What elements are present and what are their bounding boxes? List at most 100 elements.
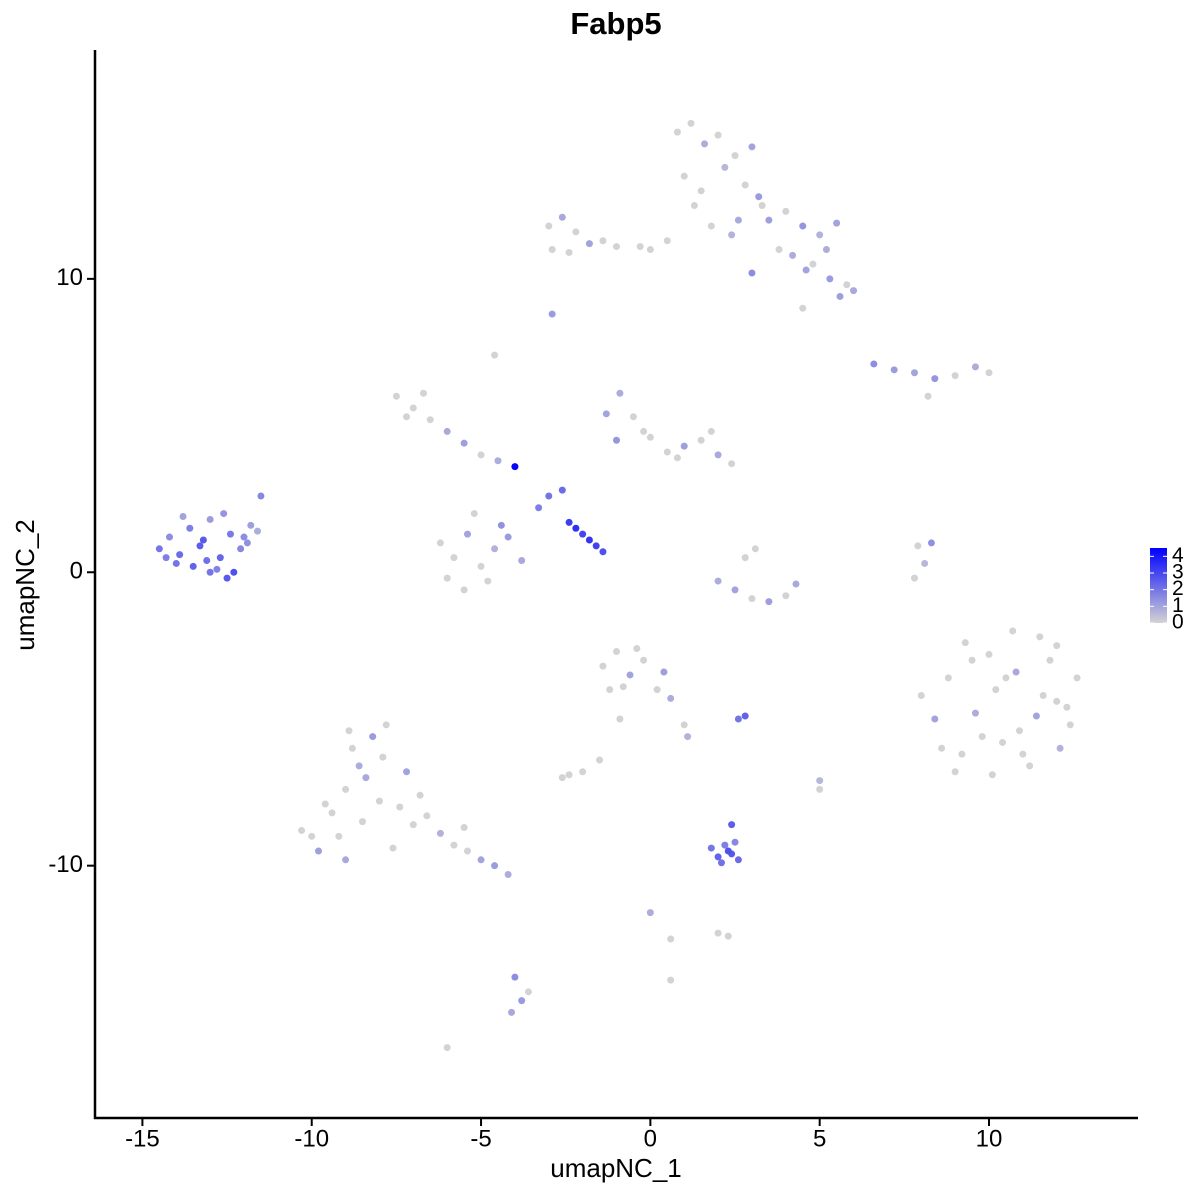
cell-point xyxy=(684,733,692,741)
cell-point xyxy=(890,366,898,374)
cell-point xyxy=(592,542,600,550)
cell-point xyxy=(596,756,604,764)
cell-point xyxy=(613,647,620,655)
cell-point xyxy=(748,269,756,277)
cell-point xyxy=(663,448,671,456)
cell-point xyxy=(667,976,675,984)
cell-point xyxy=(667,935,675,943)
cell-point xyxy=(335,832,343,840)
cell-point xyxy=(816,785,824,793)
cell-point xyxy=(707,427,715,435)
cell-point xyxy=(206,568,214,576)
cell-point xyxy=(731,152,739,160)
cell-point xyxy=(179,513,187,521)
cell-point xyxy=(484,577,492,585)
y-tick-label: 10 xyxy=(56,264,83,291)
cell-point xyxy=(369,733,377,741)
cell-point xyxy=(816,777,824,785)
cell-point xyxy=(243,539,251,547)
cell-point xyxy=(345,727,353,735)
cell-point xyxy=(687,119,695,127)
cell-point xyxy=(579,530,587,538)
cell-point xyxy=(927,539,935,547)
cell-point xyxy=(419,389,427,397)
cell-point xyxy=(728,231,736,239)
cell-point xyxy=(748,595,756,603)
cell-point xyxy=(565,771,573,779)
cell-point xyxy=(802,266,810,274)
colorbar-tick-label: 1 xyxy=(1172,594,1184,617)
cell-point xyxy=(765,598,773,606)
cell-point xyxy=(751,545,759,553)
cell-point xyxy=(673,128,681,136)
cell-point xyxy=(721,163,729,171)
cell-point xyxy=(613,436,620,444)
cell-point xyxy=(667,694,675,702)
cell-point xyxy=(508,1008,516,1016)
cell-point xyxy=(203,557,211,565)
cell-point xyxy=(613,243,620,251)
cell-point xyxy=(1009,627,1017,635)
cell-point xyxy=(491,351,499,359)
cell-point xyxy=(450,841,458,849)
cell-point xyxy=(599,548,607,556)
cell-point xyxy=(724,847,732,855)
cell-point xyxy=(450,554,458,562)
x-tick-label: 10 xyxy=(976,1125,1003,1152)
cell-point xyxy=(257,492,265,500)
cell-point xyxy=(1063,703,1071,711)
cell-point xyxy=(985,650,993,658)
cell-point xyxy=(565,518,573,526)
cell-point xyxy=(1012,668,1020,676)
cell-point xyxy=(172,559,180,567)
cell-point xyxy=(355,762,363,770)
cell-point xyxy=(464,530,471,538)
cell-point xyxy=(237,545,245,553)
cell-point xyxy=(653,686,661,694)
colorbar-tick-label: 0 xyxy=(1172,611,1184,634)
cell-point xyxy=(640,427,648,435)
cell-point xyxy=(640,656,648,664)
cell-point xyxy=(758,202,766,210)
x-tick-label: 0 xyxy=(644,1125,657,1152)
cell-point xyxy=(403,413,411,421)
cell-point xyxy=(731,586,739,594)
cell-point xyxy=(599,237,607,245)
cell-point xyxy=(680,721,688,729)
cell-point xyxy=(714,929,722,937)
cell-point xyxy=(836,292,844,300)
cell-point xyxy=(579,768,587,776)
cell-point xyxy=(914,542,922,550)
cell-point xyxy=(636,243,644,251)
cell-point xyxy=(524,988,532,996)
cell-point xyxy=(619,683,627,691)
cell-point xyxy=(734,715,742,723)
cell-point xyxy=(958,750,966,758)
cell-point xyxy=(944,674,952,682)
cell-point xyxy=(1073,674,1081,682)
cell-point xyxy=(254,527,262,535)
colorbar-tick-label: 4 xyxy=(1172,544,1184,567)
x-tick-label: -10 xyxy=(294,1125,329,1152)
cell-point xyxy=(741,712,749,720)
cell-point xyxy=(308,832,316,840)
cell-point xyxy=(518,557,526,565)
cell-point xyxy=(477,562,485,570)
cell-point xyxy=(585,240,593,248)
cell-point xyxy=(816,231,824,239)
cell-point xyxy=(988,771,996,779)
chart-title: Fabp5 xyxy=(570,6,661,41)
cell-point xyxy=(565,248,573,256)
cell-point xyxy=(470,510,478,518)
cell-point xyxy=(870,360,878,368)
cell-point xyxy=(646,246,654,254)
cell-point xyxy=(938,744,946,752)
cell-point xyxy=(436,829,444,837)
cell-point xyxy=(464,847,471,855)
cell-point xyxy=(558,486,566,494)
cell-point xyxy=(342,785,350,793)
x-tick-label: -15 xyxy=(125,1125,160,1152)
cell-point xyxy=(511,463,519,471)
cell-point xyxy=(717,859,725,867)
